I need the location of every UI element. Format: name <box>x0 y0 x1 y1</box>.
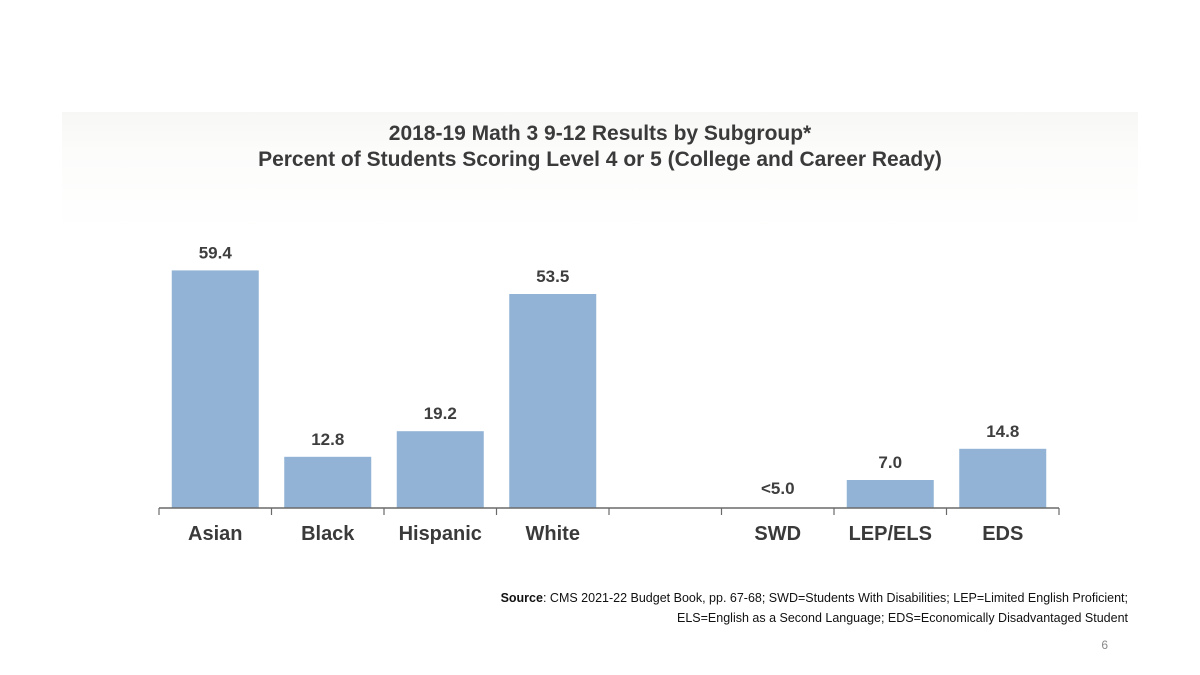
source-label: Source <box>500 591 543 605</box>
source-line-1: : CMS 2021-22 Budget Book, pp. 67-68; SW… <box>542 591 1128 605</box>
x-tick-label: White <box>526 523 580 545</box>
chart-title: 2018-19 Math 3 9-12 Results by Subgroup* <box>388 122 812 145</box>
bar <box>846 480 934 508</box>
bar <box>959 448 1047 508</box>
data-label: 59.4 <box>199 243 233 262</box>
data-label: 14.8 <box>986 422 1019 441</box>
x-tick-label: LEP/ELS <box>849 523 932 545</box>
source-note: Source: CMS 2021-22 Budget Book, pp. 67-… <box>368 588 1128 628</box>
x-tick-label: Black <box>301 523 355 545</box>
bar <box>396 431 484 508</box>
x-tick-label: Hispanic <box>399 523 482 545</box>
data-label: <5.0 <box>761 479 795 498</box>
page-number: 6 <box>1101 638 1108 652</box>
bar <box>171 270 259 508</box>
bar <box>509 294 597 508</box>
bar <box>284 456 372 508</box>
x-tick-label: SWD <box>754 523 801 545</box>
data-label: 12.8 <box>311 430 344 449</box>
source-line-2: ELS=English as a Second Language; EDS=Ec… <box>677 611 1128 625</box>
x-tick-label: Asian <box>188 523 242 545</box>
data-label: 53.5 <box>536 267 569 286</box>
data-label: 19.2 <box>424 404 457 423</box>
data-label: 7.0 <box>878 453 902 472</box>
chart-subtitle: Percent of Students Scoring Level 4 or 5… <box>258 148 942 171</box>
x-tick-label: EDS <box>982 523 1023 545</box>
